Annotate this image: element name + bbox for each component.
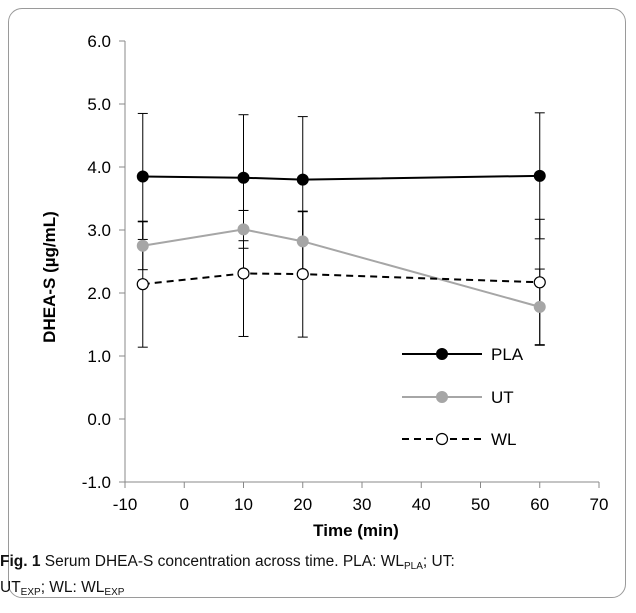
data-point-pla bbox=[237, 171, 250, 184]
caption-sub-1: PLA bbox=[404, 561, 423, 572]
data-point-pla bbox=[296, 173, 309, 186]
data-point-ut bbox=[296, 235, 309, 248]
line-chart: -1.0 0.0 1.0 2.0 3.0 4.0 5.0 6.0 -10 0 10 20 30 40 50… bbox=[40, 32, 609, 540]
y-tick-label: 6.0 bbox=[87, 32, 111, 51]
y-tick-label: 0.0 bbox=[87, 410, 111, 429]
x-tick-label: -10 bbox=[113, 495, 138, 514]
caption-text-4: ; WL: WL bbox=[40, 579, 105, 596]
legend-label-ut: UT bbox=[491, 388, 514, 407]
caption-fig-label: Fig. 1 bbox=[0, 553, 41, 570]
y-axis-label: DHEA-S (µg/mL) bbox=[40, 211, 59, 343]
figure-caption: Fig. 1 Serum DHEA-S concentration across… bbox=[0, 551, 620, 603]
series-lines bbox=[142, 174, 541, 308]
caption-sub-2: EXP bbox=[20, 587, 41, 598]
x-tick-label: 70 bbox=[590, 495, 609, 514]
y-tick-label: 3.0 bbox=[87, 221, 111, 240]
y-tick-label: 2.0 bbox=[87, 284, 111, 303]
legend: PLA UT WL bbox=[402, 345, 524, 449]
data-point-ut bbox=[237, 223, 250, 236]
x-tick-label: 0 bbox=[180, 495, 189, 514]
legend-marker-wl bbox=[435, 432, 449, 446]
legend-marker-ut bbox=[436, 391, 448, 403]
data-point-wl bbox=[296, 268, 309, 281]
data-point-wl bbox=[533, 276, 546, 289]
series-line-wl bbox=[142, 272, 540, 286]
x-tick-label: 60 bbox=[530, 495, 549, 514]
x-tick-label: 20 bbox=[293, 495, 312, 514]
series-line-pla bbox=[142, 174, 540, 181]
error-bars bbox=[137, 112, 545, 348]
x-tick-label: 50 bbox=[471, 495, 490, 514]
data-point-pla bbox=[136, 170, 149, 183]
x-axis-label: Time (min) bbox=[313, 521, 399, 540]
data-point-pla bbox=[533, 169, 546, 182]
data-point-wl bbox=[237, 267, 250, 280]
y-tick-label: -1.0 bbox=[82, 473, 111, 492]
series-markers bbox=[136, 169, 546, 313]
x-tick-label: 40 bbox=[412, 495, 431, 514]
data-point-ut bbox=[533, 300, 546, 313]
caption-text-2: ; UT: bbox=[422, 553, 455, 570]
y-tick-label: 4.0 bbox=[87, 158, 111, 177]
legend-marker-pla bbox=[436, 348, 448, 360]
x-tick-label: 10 bbox=[234, 495, 253, 514]
legend-label-wl: WL bbox=[491, 430, 517, 449]
caption-sub-3: EXP bbox=[104, 587, 125, 598]
legend-label-pla: PLA bbox=[491, 345, 524, 364]
chart-axes bbox=[124, 41, 599, 483]
data-point-ut bbox=[136, 239, 149, 252]
caption-text-3: UT bbox=[0, 579, 21, 596]
y-tick-label: 1.0 bbox=[87, 347, 111, 366]
x-tick-label: 30 bbox=[353, 495, 372, 514]
data-point-wl bbox=[136, 278, 149, 291]
series-line-ut bbox=[142, 228, 541, 308]
x-ticks: -10 0 10 20 30 40 50 60 70 bbox=[113, 482, 609, 514]
y-tick-label: 5.0 bbox=[87, 95, 111, 114]
caption-text-1: Serum DHEA-S concentration across time. … bbox=[40, 553, 405, 570]
y-ticks: -1.0 0.0 1.0 2.0 3.0 4.0 5.0 6.0 bbox=[82, 32, 125, 492]
